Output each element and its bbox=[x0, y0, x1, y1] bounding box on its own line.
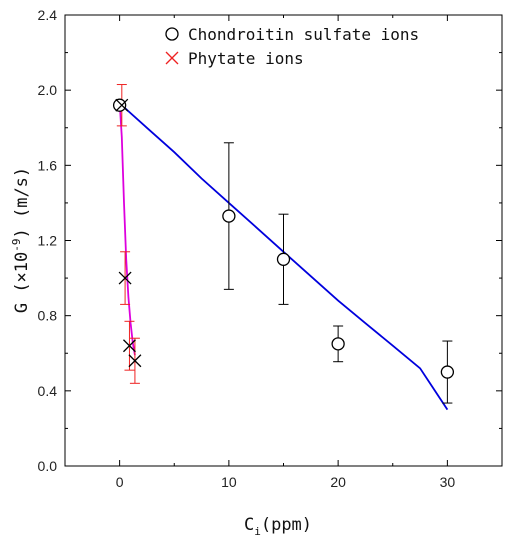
x-tick-label: 10 bbox=[221, 474, 237, 490]
legend: Chondroitin sulfate ions Phytate ions bbox=[165, 25, 419, 68]
tick-marks bbox=[64, 14, 503, 467]
data-point-chondroitin bbox=[112, 98, 127, 112]
y-tick-label: 0.0 bbox=[38, 458, 58, 474]
legend-marker-x bbox=[165, 51, 179, 65]
y-tick-label: 0.4 bbox=[38, 383, 58, 399]
y-tick-label: 1.2 bbox=[38, 233, 58, 249]
data-point-phytate bbox=[118, 271, 132, 285]
x-tick-labels: 0 10 20 30 bbox=[116, 474, 456, 490]
y-tick-labels: 0.0 0.4 0.8 1.2 1.6 2.0 2.4 bbox=[38, 7, 58, 474]
error-bars bbox=[116, 84, 453, 404]
y-tick-label: 1.6 bbox=[38, 157, 58, 173]
x-tick-label: 0 bbox=[116, 474, 124, 490]
x-tick-label: 30 bbox=[440, 474, 456, 490]
y-tick-label: 2.4 bbox=[38, 7, 58, 23]
data-point-phytate bbox=[122, 339, 136, 353]
legend-label-phytate: Phytate ions bbox=[188, 49, 304, 68]
x-tick-label: 20 bbox=[330, 474, 346, 490]
legend-label-chondroitin: Chondroitin sulfate ions bbox=[188, 25, 419, 44]
y-tick-label: 2.0 bbox=[38, 82, 58, 98]
y-tick-label: 0.8 bbox=[38, 308, 58, 324]
legend-marker-circle bbox=[165, 27, 179, 41]
data-markers bbox=[112, 98, 455, 379]
data-point-phytate bbox=[115, 98, 129, 112]
fit-curve-phytate bbox=[118, 101, 136, 356]
data-point-chondroitin bbox=[331, 337, 345, 351]
data-point-phytate bbox=[128, 354, 142, 368]
x-axis-label: Ci(ppm) bbox=[244, 515, 312, 538]
data-point-chondroitin bbox=[222, 209, 236, 223]
y-axis-label: G (×10-9) (m/s) bbox=[10, 167, 32, 313]
data-point-chondroitin bbox=[440, 365, 455, 379]
data-point-chondroitin bbox=[276, 252, 291, 266]
